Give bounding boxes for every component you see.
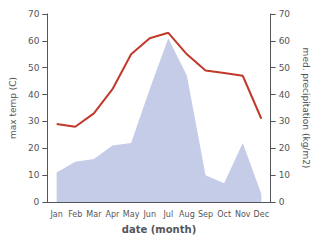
svg-text:0: 0 bbox=[279, 197, 285, 207]
svg-text:10: 10 bbox=[279, 170, 291, 180]
svg-text:Dec: Dec bbox=[254, 210, 269, 219]
svg-text:Jan: Jan bbox=[49, 210, 62, 219]
svg-text:med. precipitation (kg/m2): med. precipitation (kg/m2) bbox=[301, 48, 311, 169]
svg-text:60: 60 bbox=[28, 36, 40, 46]
svg-text:Apr: Apr bbox=[106, 210, 121, 219]
svg-text:Jun: Jun bbox=[142, 210, 156, 219]
svg-text:40: 40 bbox=[28, 90, 40, 100]
svg-text:Feb: Feb bbox=[68, 210, 82, 219]
svg-text:20: 20 bbox=[28, 143, 40, 153]
svg-text:date (month): date (month) bbox=[122, 224, 196, 235]
svg-text:20: 20 bbox=[279, 143, 291, 153]
svg-text:10: 10 bbox=[28, 170, 40, 180]
svg-text:Jul: Jul bbox=[162, 210, 173, 219]
svg-text:50: 50 bbox=[28, 63, 40, 73]
svg-text:30: 30 bbox=[28, 116, 40, 126]
svg-text:70: 70 bbox=[279, 9, 291, 19]
svg-text:70: 70 bbox=[28, 9, 40, 19]
svg-text:Mar: Mar bbox=[86, 210, 102, 219]
svg-text:May: May bbox=[123, 210, 140, 219]
svg-text:40: 40 bbox=[279, 90, 291, 100]
svg-text:0: 0 bbox=[34, 197, 40, 207]
svg-text:max temp (C): max temp (C) bbox=[8, 77, 18, 139]
svg-text:30: 30 bbox=[279, 116, 291, 126]
svg-text:Aug: Aug bbox=[179, 210, 195, 219]
svg-text:50: 50 bbox=[279, 63, 291, 73]
svg-text:60: 60 bbox=[279, 36, 291, 46]
svg-text:Oct: Oct bbox=[217, 210, 231, 219]
svg-text:Nov: Nov bbox=[235, 210, 251, 219]
svg-text:Sep: Sep bbox=[198, 210, 213, 219]
